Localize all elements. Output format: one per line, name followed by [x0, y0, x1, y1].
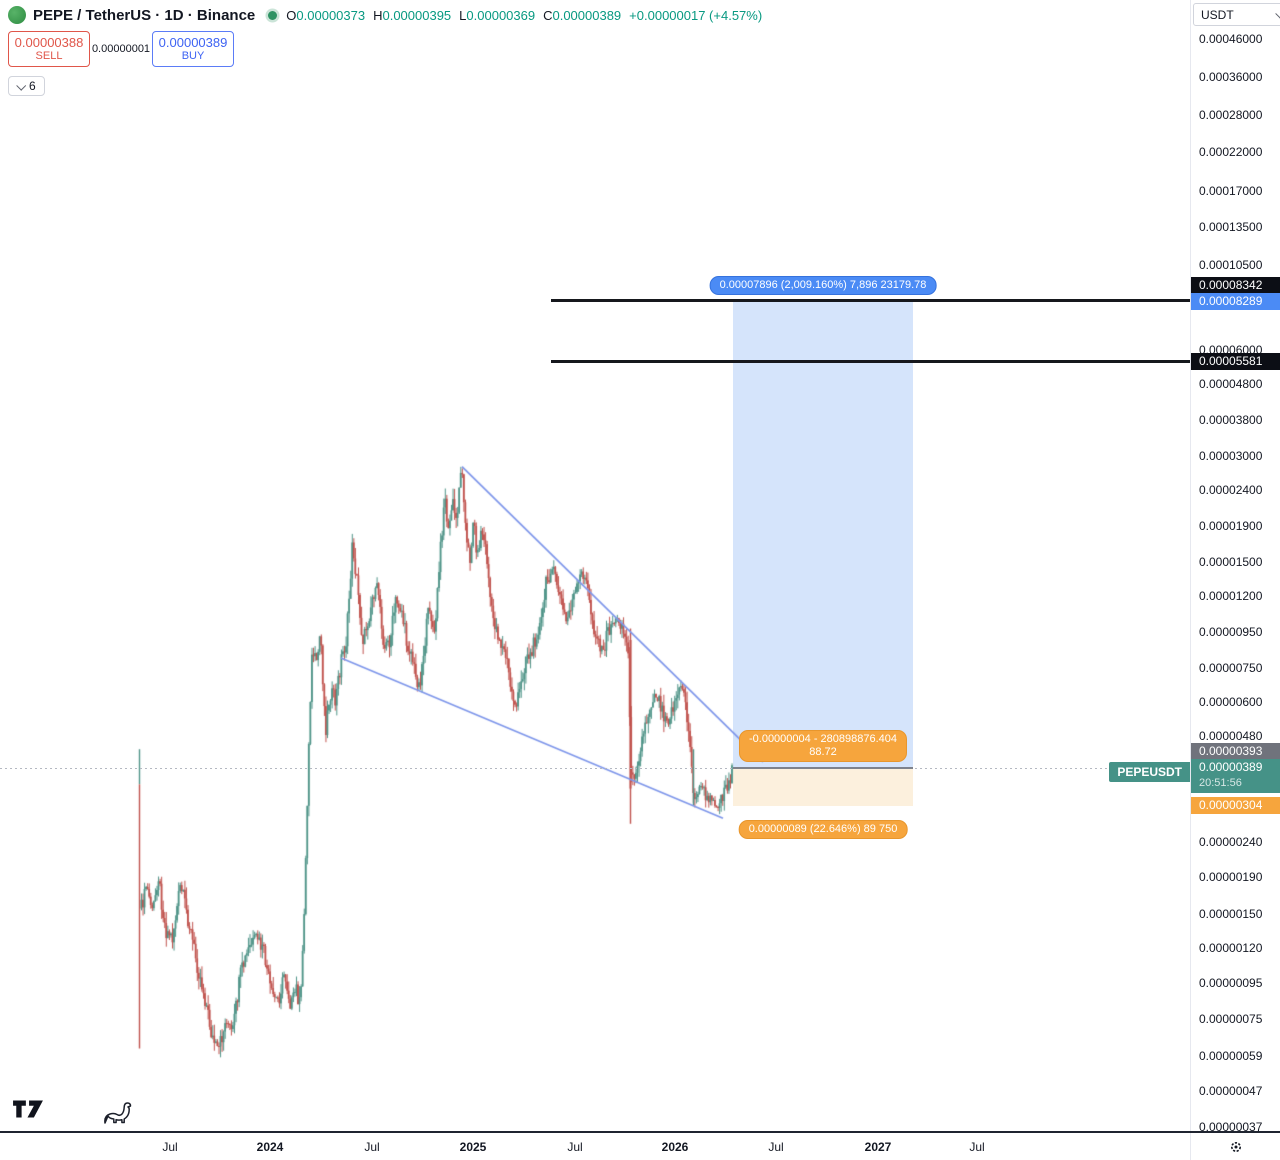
price-tick-label: 0.00000950	[1199, 624, 1263, 639]
symbol-title[interactable]: PEPE / TetherUS · 1D · Binance	[33, 6, 256, 24]
time-tick-label: 2025	[459, 1140, 487, 1154]
last-price-label: 0.00000389 20:51:56	[1191, 759, 1280, 794]
drawings-collapse-chip[interactable]: 6	[8, 76, 45, 96]
horizontal-line-upper[interactable]	[551, 298, 1190, 302]
position-entry-line[interactable]	[733, 767, 913, 770]
position-risk-pill[interactable]: -0.00000004 - 280898876.404 88.72	[738, 730, 908, 763]
horizontal-line-lower[interactable]	[551, 359, 1190, 363]
time-tick-label: Jul	[364, 1140, 380, 1154]
price-tick-label: 0.00003000	[1199, 449, 1263, 464]
price-tick-label: 0.00022000	[1199, 144, 1263, 159]
position-stop-pill[interactable]: 0.00000089 (22.646%) 89 750	[738, 819, 908, 839]
chevron-down-icon	[16, 80, 27, 91]
price-tick-label: 0.00000095	[1199, 976, 1263, 991]
sell-price: 0.00000388	[14, 35, 84, 50]
price-tick-label: 0.00000480	[1199, 728, 1263, 743]
symbol-price-tag: PEPEUSDT	[1109, 762, 1190, 783]
time-tick-label: Jul	[567, 1140, 583, 1154]
price-tick-label: 0.00000150	[1199, 906, 1263, 921]
ohlc-segment: +0.00000017 (+4.57%)	[629, 7, 763, 23]
spread-value: 0.00000001	[91, 43, 151, 55]
chart-header: PEPE / TetherUS · 1D · Binance O0.000003…	[0, 0, 762, 96]
buy-price: 0.00000389	[158, 35, 228, 50]
position-target-pill[interactable]: 0.00007896 (2,009.160%) 7,896 23179.78	[709, 276, 937, 295]
time-tick-label: Jul	[969, 1140, 985, 1154]
price-tick-label: 0.00000037	[1199, 1120, 1263, 1131]
sell-label: SELL	[35, 50, 63, 62]
price-label-gray: 0.00000393	[1191, 743, 1280, 761]
time-tick-label: 2024	[256, 1140, 284, 1154]
price-tick-label: 0.00000120	[1199, 940, 1263, 955]
pepe-logo-icon	[8, 6, 26, 24]
axis-settings-corner[interactable]	[1190, 1133, 1280, 1160]
price-tick-label: 0.00000059	[1199, 1048, 1263, 1063]
price-label-lower-line: 0.00005581	[1191, 352, 1280, 370]
time-tick-label: 2026	[661, 1140, 689, 1154]
price-tick-label: 0.00036000	[1199, 69, 1263, 84]
price-tick-label: 0.00000750	[1199, 660, 1263, 675]
price-tick-label: 0.00004800	[1199, 377, 1263, 392]
buy-label: BUY	[181, 50, 205, 62]
time-tick-label: Jul	[768, 1140, 784, 1154]
chevron-down-icon	[1275, 8, 1280, 19]
time-tick-label: Jul	[162, 1140, 178, 1154]
last-price-value: 0.00000389	[1199, 760, 1263, 775]
price-tick-label: 0.00000190	[1199, 870, 1263, 885]
price-tick-label: 0.00001200	[1199, 589, 1263, 604]
price-label-stop: 0.00000304	[1191, 797, 1280, 815]
price-tick-label: 0.00000600	[1199, 694, 1263, 709]
price-label-upper-line: 0.00008342	[1191, 276, 1280, 294]
buy-button[interactable]: 0.00000389 BUY	[152, 31, 234, 67]
price-tick-label: 0.00017000	[1199, 184, 1263, 199]
sell-button[interactable]: 0.00000388 SELL	[8, 31, 90, 67]
position-risk-line2: 88.72	[809, 746, 837, 759]
price-tick-label: 0.00000240	[1199, 834, 1263, 849]
price-tick-label: 0.00000075	[1199, 1012, 1263, 1027]
price-tick-label: 0.00003800	[1199, 413, 1263, 428]
currency-label: USDT	[1201, 7, 1234, 22]
price-label-target: 0.00008289	[1191, 292, 1280, 310]
ohlc-values: O0.00000373 H0.00000395 L0.00000369 C0.0000…	[286, 8, 762, 23]
price-tick-label: 0.00000047	[1199, 1083, 1263, 1098]
currency-selector[interactable]: USDT	[1193, 3, 1280, 26]
current-price-line	[0, 768, 1190, 770]
price-tick-label: 0.00002400	[1199, 483, 1263, 498]
price-tick-label: 0.00046000	[1199, 32, 1263, 47]
drawings-count: 6	[29, 79, 36, 93]
ohlc-segment: C0.00000389	[543, 7, 622, 23]
price-tick-label: 0.00028000	[1199, 108, 1263, 123]
price-tick-label: 0.00001500	[1199, 554, 1263, 569]
bar-countdown: 20:51:56	[1199, 777, 1242, 790]
ohlc-segment: H0.00000395	[373, 7, 452, 23]
time-axis[interactable]: Jul 2024 Jul 2025 Jul 2026 Jul 2027 Jul	[0, 1131, 1280, 1160]
ohlc-segment: O0.00000373	[286, 7, 366, 23]
position-risk-line1: -0.00000004 - 280898876.404	[748, 733, 898, 746]
price-tick-label: 0.00001900	[1199, 518, 1263, 533]
time-tick-label: 2027	[864, 1140, 892, 1154]
ohlc-segment: L0.00000369	[459, 7, 536, 23]
candlestick-chart-canvas[interactable]	[0, 0, 1190, 1131]
market-status-dot-icon[interactable]	[268, 10, 278, 20]
chart-area: 0.00007896 (2,009.160%) 7,896 23179.78 -…	[0, 0, 1190, 1131]
price-tick-label: 0.00013500	[1199, 219, 1263, 234]
price-axis[interactable]: USDT 0.00046000 0.00036000 0.00028000 0.000…	[1190, 0, 1280, 1131]
gear-icon	[1231, 1141, 1241, 1152]
price-tick-label: 0.00010500	[1199, 257, 1263, 272]
